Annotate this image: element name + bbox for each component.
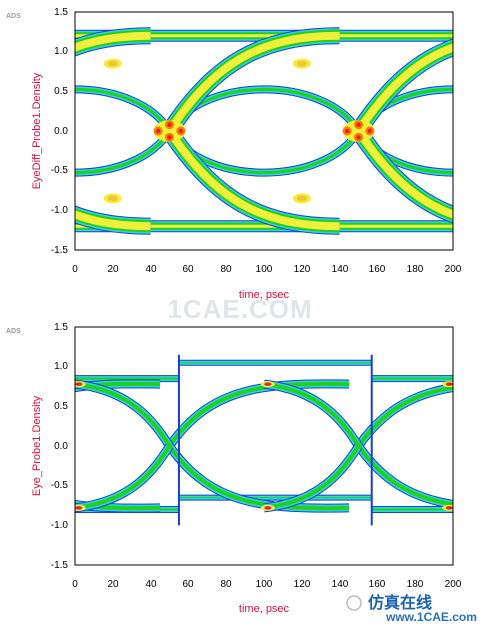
x-tick-label: 120 [294,264,311,275]
x-tick-label: 160 [369,264,386,275]
rise-0-yellow [75,31,151,52]
eye-upper-0-green [75,87,171,132]
crossing-hotspot-core [344,128,350,134]
fall-2-yellow [355,128,453,219]
crossing-hotspot [355,443,362,449]
x-axis-label-2: time, psec [239,603,290,615]
up-2-green [263,444,361,510]
x-tick-label: 140 [332,579,349,590]
y-tick-label: 1.5 [54,322,68,333]
chart-1: ADS 1.5 1.0 0.5 0.0 -0.5 -1.0 -1.5 0 20 … [6,7,462,301]
plot-frame-1 [74,11,454,251]
brand-text: 仿真在线 [368,593,432,612]
crossing-cluster [342,120,375,142]
crossing-hotspot-core [167,135,172,140]
density-hotspot-core [296,60,307,67]
fall-1-green [167,444,350,511]
plot-frame-2 [74,326,454,566]
density-hotspot-core [445,506,453,510]
y-tick-label: -0.5 [51,480,69,491]
rise-2-green [356,385,453,448]
x-tick-label: 40 [145,579,157,590]
y-tick-label: -1.5 [51,560,69,571]
x-tick-label: 160 [369,579,386,590]
rise-1-green [167,381,350,448]
fall-2-green [356,444,453,507]
x-tick-label: 40 [145,264,157,275]
crossing-hotspot-core [367,128,373,134]
y-axis-label-2: Eye_Probe1.Density [31,395,43,496]
x-tick-label: 200 [445,579,462,590]
y-tick-label: -0.5 [51,165,69,176]
fall-0-green [75,502,161,511]
eye-lower-0-green [75,130,171,175]
eye-density-traces-1 [75,27,453,235]
y-tick-label: 1.0 [54,46,68,57]
x-tick-label: 80 [220,264,232,275]
x-ticks-2: 0 20 40 60 80 100 120 140 160 180 200 [72,579,462,590]
wechat-icon [346,595,362,611]
x-tick-label: 120 [294,579,311,590]
watermark-text: 1CAE.COM [167,294,312,324]
ads-label-2: ADS [6,328,21,335]
x-tick-label: 60 [182,579,194,590]
density-hotspot-core [75,382,83,386]
eye-density-traces-2 [75,354,453,526]
y-tick-label: 0.5 [54,86,68,97]
x-tick-label: 100 [256,579,273,590]
x-tick-label: 200 [445,264,462,275]
y-axis-label-1: EyeDiff_Probe1.Density [31,72,43,189]
y-ticks-1: 1.5 1.0 0.5 0.0 -0.5 -1.0 -1.5 [51,7,69,256]
down-2-green [263,382,361,448]
x-tick-label: 20 [107,579,119,590]
x-tick-label: 180 [407,579,424,590]
crossing-hotspot-core [155,128,161,134]
plot-area-2 [75,327,453,565]
x-tick-label: 140 [332,264,349,275]
up-1-green [75,444,172,510]
crossing-hotspot-core [356,135,361,140]
density-hotspot-core [107,60,118,67]
density-hotspot-core [264,382,272,386]
x-tick-label: 80 [220,579,232,590]
x-ticks-1: 0 20 40 60 80 100 120 140 160 180 200 [72,264,462,275]
fall-0-yellow [75,210,151,231]
x-tick-label: 0 [72,264,78,275]
crossing-hotspot-core [178,128,184,134]
chart-2: ADS 1.5 1.0 0.5 0.0 -0.5 -1.0 -1.5 0 20 … [6,322,462,615]
fall-1-yellow [166,128,340,231]
crossing-hotspot [166,443,173,449]
x-tick-label: 0 [72,579,78,590]
crossing-cluster [153,120,186,142]
density-hotspot-core [107,195,118,202]
y-tick-label: 0.5 [54,401,68,412]
y-tick-label: 0.0 [54,126,68,137]
density-hotspot-core [75,506,83,510]
density-hotspot-core [445,382,453,386]
y-tick-label: 0.0 [54,441,68,452]
y-tick-label: 1.0 [54,361,68,372]
x-axis-label-1: time, psec [239,289,290,301]
y-tick-label: -1.0 [51,520,69,531]
ads-label-1: ADS [6,13,21,20]
y-ticks-2: 1.5 1.0 0.5 0.0 -0.5 -1.0 -1.5 [51,322,69,571]
x-tick-label: 100 [256,264,273,275]
down-1-green [75,382,172,448]
y-tick-label: -1.5 [51,245,69,256]
y-tick-label: 1.5 [54,7,68,18]
rise-0-green [75,381,161,390]
x-tick-label: 20 [107,264,119,275]
site-text: www.1CAE.com [385,610,477,624]
x-tick-label: 60 [182,264,194,275]
density-hotspot-core [264,506,272,510]
rise-2-yellow [355,43,453,134]
y-tick-label: -1.0 [51,205,69,216]
x-tick-label: 180 [407,264,424,275]
density-hotspot-core [296,195,307,202]
crossing-hotspot-core [167,122,172,127]
crossing-hotspot-core [356,122,361,127]
rise-1-yellow [166,31,340,134]
brand-logo: 仿真在线 www.1CAE.com [346,593,477,624]
